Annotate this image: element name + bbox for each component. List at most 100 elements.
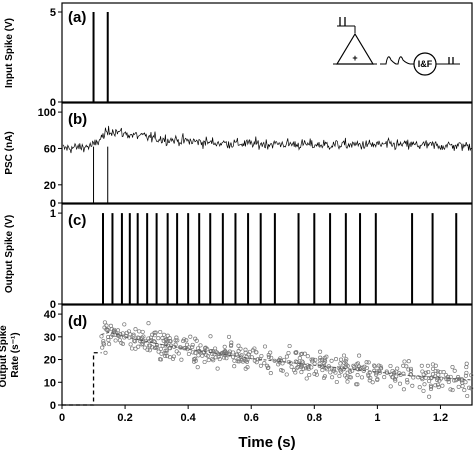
psc-waveform-icon bbox=[380, 56, 411, 65]
x-tick-label: 0.4 bbox=[181, 412, 197, 424]
rate-point bbox=[164, 348, 169, 353]
rate-point bbox=[465, 393, 470, 399]
rate-point bbox=[142, 345, 147, 350]
rate-point bbox=[299, 370, 304, 375]
x-tick-label: 0 bbox=[59, 412, 65, 424]
rate-point bbox=[202, 346, 208, 351]
rate-point bbox=[238, 346, 243, 351]
rate-point bbox=[440, 383, 445, 388]
rate-point bbox=[145, 347, 150, 352]
rate-point bbox=[378, 366, 383, 371]
rate-point bbox=[417, 385, 422, 390]
rate-point bbox=[444, 377, 449, 382]
y-tick-label: 0 bbox=[50, 299, 56, 311]
rate-point bbox=[433, 374, 438, 379]
rate-point bbox=[355, 361, 361, 366]
rate-point bbox=[355, 366, 360, 371]
rate-point bbox=[128, 342, 133, 347]
rate-point bbox=[291, 368, 297, 373]
rate-point bbox=[244, 359, 250, 364]
rate-point bbox=[294, 366, 299, 371]
rate-point bbox=[421, 388, 426, 393]
rate-point bbox=[109, 327, 114, 332]
rate-point bbox=[268, 350, 273, 355]
rate-trend-line bbox=[101, 331, 473, 381]
neuron-label: I&F bbox=[418, 59, 433, 69]
rate-point bbox=[193, 350, 198, 355]
rate-point bbox=[433, 383, 438, 388]
rate-point bbox=[286, 359, 291, 365]
rate-point bbox=[165, 333, 170, 338]
rate-point bbox=[137, 338, 142, 343]
rate-point bbox=[427, 379, 432, 384]
rate-point bbox=[355, 382, 360, 387]
rate-point bbox=[214, 350, 220, 355]
y-tick-label: 0 bbox=[50, 97, 56, 109]
rate-point bbox=[446, 379, 451, 385]
rate-point bbox=[430, 366, 436, 371]
rate-point bbox=[370, 380, 375, 385]
y-tick-label: 10 bbox=[44, 377, 56, 389]
y-tick-label: 0 bbox=[50, 198, 56, 210]
rate-point bbox=[402, 359, 407, 364]
rate-point bbox=[372, 363, 377, 368]
psc-trace bbox=[62, 125, 472, 154]
rate-point bbox=[301, 366, 306, 371]
rate-point bbox=[364, 360, 369, 365]
rate-point bbox=[232, 364, 237, 369]
rate-point bbox=[428, 386, 434, 392]
rate-point bbox=[103, 350, 108, 355]
rate-point bbox=[132, 339, 138, 344]
panel-a-label: (a) bbox=[68, 9, 86, 26]
rate-point bbox=[372, 368, 377, 373]
rate-point bbox=[269, 355, 274, 360]
rate-point bbox=[158, 329, 163, 335]
rate-point bbox=[150, 332, 155, 337]
rate-point bbox=[317, 363, 322, 368]
rate-point bbox=[167, 338, 172, 344]
rate-point bbox=[140, 341, 145, 346]
rate-point bbox=[193, 356, 198, 361]
rate-point bbox=[364, 365, 369, 371]
panel-c-label: (c) bbox=[68, 212, 86, 229]
rate-point bbox=[102, 320, 107, 325]
rate-point bbox=[178, 345, 183, 350]
rate-point bbox=[133, 327, 138, 332]
rate-point bbox=[226, 334, 232, 339]
rate-point bbox=[437, 378, 442, 383]
rate-point bbox=[453, 378, 458, 383]
rate-point bbox=[342, 360, 347, 365]
rate-point bbox=[307, 372, 312, 378]
rate-point bbox=[425, 363, 430, 368]
x-tick-label: 1.2 bbox=[433, 412, 448, 424]
panel-c-frame bbox=[61, 203, 473, 305]
rate-point bbox=[441, 370, 446, 375]
rate-point bbox=[208, 334, 213, 339]
rate-point bbox=[429, 385, 434, 390]
rate-point bbox=[107, 342, 112, 347]
rate-point bbox=[181, 338, 186, 344]
rate-point bbox=[106, 334, 111, 340]
rate-point bbox=[143, 338, 148, 343]
rate-point bbox=[176, 351, 181, 356]
rate-point bbox=[206, 358, 211, 363]
rate-point bbox=[348, 369, 353, 374]
rate-point bbox=[295, 360, 300, 365]
rate-point bbox=[404, 364, 409, 369]
x-tick-label: 0.6 bbox=[244, 412, 259, 424]
rate-point bbox=[132, 338, 137, 343]
y-tick-label: 20 bbox=[44, 355, 56, 367]
rate-point bbox=[236, 343, 241, 348]
rate-point bbox=[299, 362, 304, 367]
rate-point bbox=[245, 365, 250, 370]
rate-point bbox=[401, 387, 406, 392]
rate-point bbox=[163, 338, 168, 343]
rate-point bbox=[344, 375, 349, 380]
rate-point bbox=[120, 331, 125, 336]
rate-point bbox=[347, 375, 352, 380]
rate-point bbox=[167, 336, 172, 341]
panel-d-ylabel-line2: Rate (s⁻¹) bbox=[10, 332, 21, 377]
y-tick-label: 100 bbox=[38, 107, 56, 119]
rate-point bbox=[355, 373, 360, 378]
